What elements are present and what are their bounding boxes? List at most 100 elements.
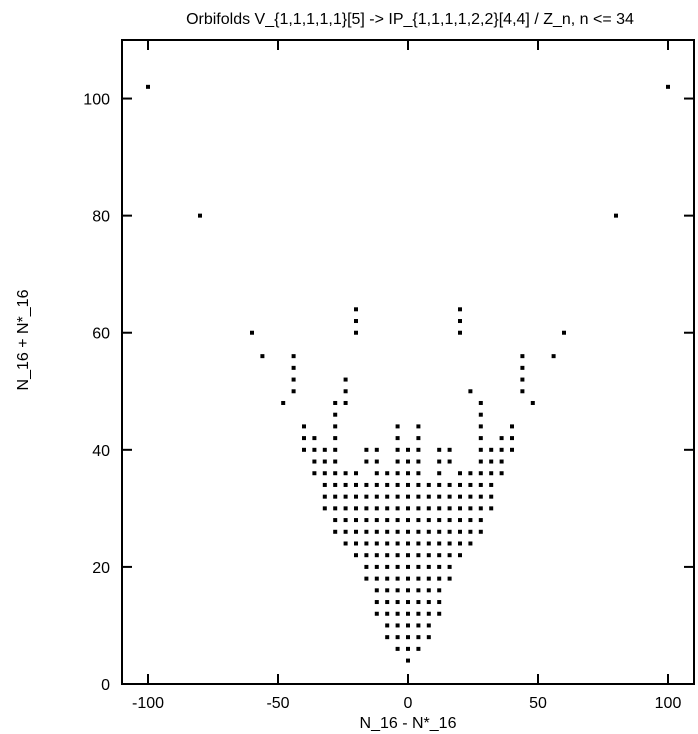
data-point (406, 600, 410, 605)
data-point (416, 541, 421, 546)
data-point (343, 494, 348, 499)
data-point (385, 588, 390, 593)
data-point (302, 436, 306, 441)
data-point (458, 307, 462, 312)
data-point (458, 541, 462, 546)
data-point (551, 354, 556, 359)
data-point (437, 459, 442, 464)
data-point (395, 541, 400, 546)
data-point (395, 623, 400, 628)
data-point (364, 494, 369, 499)
data-point (333, 412, 338, 417)
data-point (395, 424, 400, 429)
data-point (406, 576, 410, 581)
data-point (322, 494, 327, 499)
data-point (426, 541, 431, 546)
data-point (468, 494, 473, 499)
y-tick-label: 100 (83, 92, 110, 109)
data-point (489, 459, 494, 464)
data-point (426, 576, 431, 581)
data-point (447, 494, 452, 499)
data-point (385, 506, 390, 511)
data-point (374, 541, 379, 546)
data-point (447, 576, 452, 581)
data-point (437, 600, 442, 605)
data-point (395, 553, 400, 558)
data-point (385, 494, 390, 499)
data-point (520, 365, 525, 370)
data-point (333, 400, 338, 405)
data-point (426, 635, 431, 640)
y-tick-label: 40 (92, 443, 110, 460)
data-point (406, 658, 410, 663)
data-point (437, 529, 442, 534)
data-point (354, 330, 358, 335)
data-point (395, 635, 400, 640)
data-point (385, 611, 390, 616)
data-point (458, 518, 462, 523)
data-point (364, 459, 369, 464)
data-point (478, 518, 483, 523)
data-point (385, 482, 390, 487)
data-point (322, 482, 327, 487)
data-point (406, 471, 410, 476)
data-point (333, 494, 338, 499)
data-point (333, 436, 338, 441)
data-point (374, 529, 379, 534)
data-point (322, 447, 327, 452)
data-point (426, 518, 431, 523)
data-point (478, 471, 483, 476)
data-point (312, 447, 317, 452)
x-tick-label: 0 (404, 695, 413, 712)
data-point (458, 330, 462, 335)
data-point (426, 494, 431, 499)
data-point (416, 506, 421, 511)
data-point (447, 506, 452, 511)
data-point (437, 506, 442, 511)
data-point (416, 553, 421, 558)
data-point (374, 600, 379, 605)
data-point (406, 518, 410, 523)
data-point (437, 553, 442, 558)
data-point (426, 623, 431, 628)
data-point (374, 564, 379, 569)
data-point (406, 494, 410, 499)
data-point (343, 529, 348, 534)
data-point (447, 518, 452, 523)
data-point (406, 646, 410, 651)
data-point (395, 588, 400, 593)
data-point (364, 518, 369, 523)
data-point (395, 646, 400, 651)
data-point (322, 506, 327, 511)
data-point (666, 84, 670, 89)
data-point (250, 330, 254, 335)
data-point (374, 588, 379, 593)
data-point (510, 447, 514, 452)
data-point (354, 319, 358, 324)
data-point (426, 600, 431, 605)
data-point (614, 213, 618, 218)
data-point (478, 529, 483, 534)
data-point (437, 518, 442, 523)
data-point (478, 436, 483, 441)
data-point (510, 436, 514, 441)
data-point (385, 529, 390, 534)
data-point (374, 611, 379, 616)
data-points (146, 84, 670, 663)
data-point (416, 518, 421, 523)
data-point (374, 447, 379, 452)
data-point (333, 518, 338, 523)
data-point (426, 564, 431, 569)
data-point (406, 506, 410, 511)
y-tick-label: 80 (92, 209, 110, 226)
data-point (447, 447, 452, 452)
data-point (395, 529, 400, 534)
data-point (416, 646, 421, 651)
data-point (458, 494, 462, 499)
data-point (406, 611, 410, 616)
data-point (364, 553, 369, 558)
data-point (458, 553, 462, 558)
data-point (333, 447, 338, 452)
data-point (395, 611, 400, 616)
